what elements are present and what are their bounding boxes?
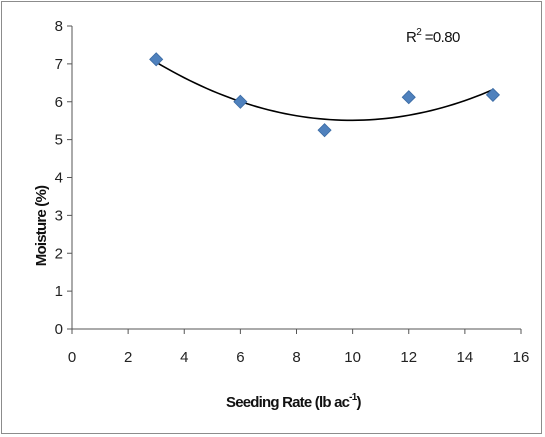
y-tick-label: 1 [55,283,63,300]
y-tick-label: 8 [55,18,63,35]
y-axis-title: Moisture (%) [33,185,50,266]
data-point [233,94,248,109]
trendline [155,61,494,122]
y-tick-label: 5 [55,132,63,149]
data-point [401,90,416,105]
x-tick-label: 8 [292,349,300,366]
y-tick-label: 2 [55,245,63,262]
y-tick-label: 3 [55,207,63,224]
data-point [149,52,164,67]
data-point [317,123,332,138]
x-axis-title: Seeding Rate (lb ac-1) [226,392,361,411]
x-tick-label: 14 [457,349,474,366]
y-axis-ticks: 0 1 2 3 4 5 6 7 8 [55,18,72,338]
x-tick-label: 12 [400,349,417,366]
x-tick-label: 4 [180,349,188,366]
x-tick-label: 16 [513,349,530,366]
x-tick-label: 10 [344,349,361,366]
data-points [149,52,501,138]
x-tick-label: 2 [124,349,132,366]
x-axis-ticks: 0 2 4 6 8 10 12 14 16 [68,329,530,366]
x-tick-label: 6 [236,349,244,366]
y-tick-label: 6 [55,94,63,111]
y-tick-label: 7 [55,56,63,73]
x-tick-label: 0 [68,349,76,366]
data-point [485,87,501,102]
y-tick-label: 0 [55,321,63,338]
y-tick-label: 4 [55,170,63,187]
r-squared-annotation: R2 =0.80 [406,27,460,46]
